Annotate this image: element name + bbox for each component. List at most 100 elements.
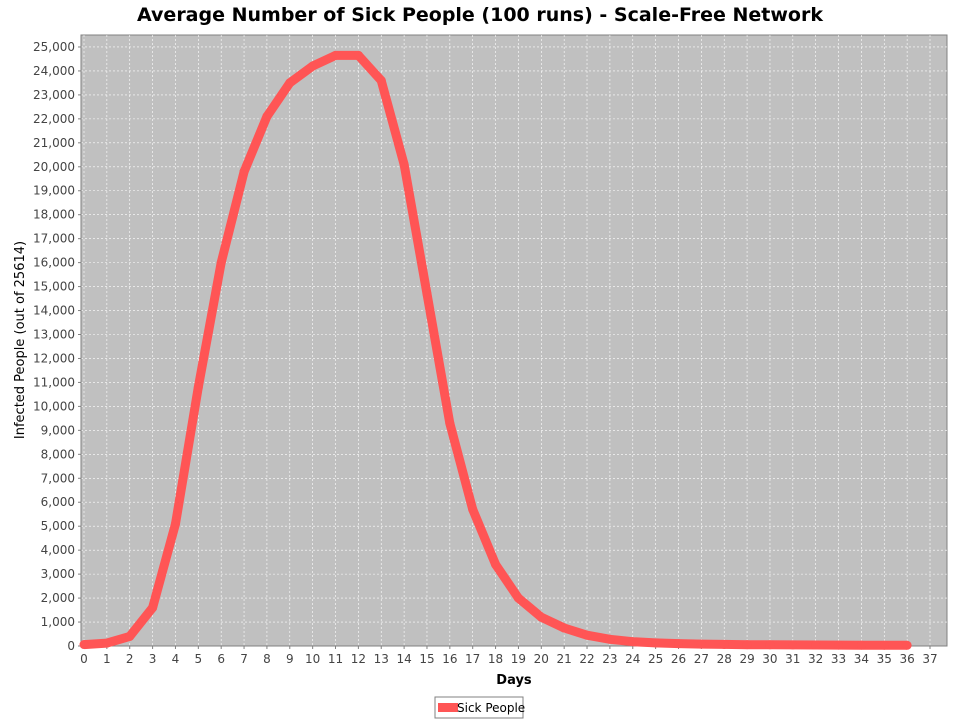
x-tick-label: 7 — [240, 652, 248, 666]
y-tick-label: 18,000 — [33, 208, 75, 222]
x-tick-label: 22 — [579, 652, 594, 666]
y-tick-label: 24,000 — [33, 64, 75, 78]
y-tick-label: 3,000 — [41, 567, 75, 581]
data-point — [856, 640, 866, 650]
y-tick-label: 10,000 — [33, 399, 75, 413]
y-tick-label: 14,000 — [33, 304, 75, 318]
data-point — [216, 258, 226, 268]
y-tick-label: 0 — [67, 639, 75, 653]
y-tick-label: 20,000 — [33, 160, 75, 174]
y-tick-label: 7,000 — [41, 471, 75, 485]
data-point — [491, 560, 501, 570]
x-tick-label: 25 — [648, 652, 663, 666]
data-point — [651, 638, 661, 648]
x-tick-label: 16 — [442, 652, 457, 666]
data-point — [239, 167, 249, 177]
x-tick-label: 9 — [286, 652, 294, 666]
data-point — [902, 640, 912, 650]
x-tick-label: 30 — [762, 652, 777, 666]
data-points — [79, 50, 912, 650]
data-point — [148, 603, 158, 613]
x-tick-label: 33 — [831, 652, 846, 666]
y-tick-label: 2,000 — [41, 591, 75, 605]
data-point — [285, 78, 295, 88]
x-tick-label: 11 — [328, 652, 343, 666]
y-tick-label: 4,000 — [41, 543, 75, 557]
data-point — [193, 382, 203, 392]
x-tick-label: 27 — [694, 652, 709, 666]
y-tick-label: 25,000 — [33, 40, 75, 54]
data-point — [262, 111, 272, 121]
y-tick-label: 17,000 — [33, 232, 75, 246]
y-tick-label: 12,000 — [33, 351, 75, 365]
data-point — [79, 640, 89, 650]
plot-area — [80, 34, 948, 647]
x-tick-label: 23 — [602, 652, 617, 666]
x-tick-label: 12 — [351, 652, 366, 666]
y-tick-label: 6,000 — [41, 495, 75, 509]
data-point — [468, 504, 478, 514]
data-point — [742, 640, 752, 650]
x-tick-label: 1 — [103, 652, 111, 666]
legend-label: Sick People — [457, 701, 525, 715]
data-point — [125, 631, 135, 641]
x-tick-label: 26 — [671, 652, 686, 666]
y-tick-label: 13,000 — [33, 328, 75, 342]
data-point — [102, 638, 112, 648]
y-tick-label: 16,000 — [33, 256, 75, 270]
x-tick-label: 34 — [854, 652, 869, 666]
grid — [81, 35, 947, 646]
y-tick-label: 22,000 — [33, 112, 75, 126]
data-point — [559, 623, 569, 633]
x-tick-label: 5 — [195, 652, 203, 666]
x-tick-label: 20 — [534, 652, 549, 666]
x-tick-label: 19 — [511, 652, 526, 666]
y-axis-ticks: 0 1,000 2,000 3,000 4,000 5,000 6,000 7,000 8,00… — [33, 40, 81, 653]
x-tick-label: 3 — [149, 652, 157, 666]
x-tick-label: 29 — [739, 652, 754, 666]
legend-box — [434, 696, 524, 719]
y-tick-label: 15,000 — [33, 280, 75, 294]
data-point — [308, 61, 318, 71]
legend: Sick People — [434, 696, 525, 719]
x-tick-label: 28 — [717, 652, 732, 666]
x-tick-label: 13 — [374, 652, 389, 666]
y-axis-label: Infected People (out of 25614) — [13, 241, 28, 439]
x-tick-label: 35 — [877, 652, 892, 666]
x-tick-label: 15 — [419, 652, 434, 666]
data-point — [834, 640, 844, 650]
x-tick-label: 0 — [80, 652, 88, 666]
data-point — [765, 640, 775, 650]
data-point — [445, 418, 455, 428]
x-tick-label: 10 — [305, 652, 320, 666]
x-tick-label: 2 — [126, 652, 134, 666]
x-tick-label: 21 — [557, 652, 572, 666]
x-tick-label: 37 — [922, 652, 937, 666]
y-tick-label: 1,000 — [41, 615, 75, 629]
data-point — [879, 640, 889, 650]
data-point — [513, 593, 523, 603]
data-point — [696, 639, 706, 649]
x-tick-label: 36 — [899, 652, 914, 666]
data-point — [605, 634, 615, 644]
x-axis-ticks: 0 1 2 3 4 5 6 7 8 9 10 11 12 13 14 15 16 17 18 19 20 21 22 23 24… — [80, 646, 938, 666]
x-tick-label: 4 — [172, 652, 180, 666]
data-point — [719, 639, 729, 649]
x-axis-label: Days — [496, 673, 532, 688]
x-tick-label: 24 — [625, 652, 640, 666]
data-point — [399, 159, 409, 169]
y-tick-label: 21,000 — [33, 136, 75, 150]
data-point — [811, 640, 821, 650]
y-tick-label: 23,000 — [33, 88, 75, 102]
data-point — [170, 519, 180, 529]
y-tick-label: 19,000 — [33, 184, 75, 198]
x-tick-label: 6 — [217, 652, 225, 666]
legend-swatch — [438, 703, 458, 712]
y-tick-label: 9,000 — [41, 423, 75, 437]
x-tick-label: 32 — [808, 652, 823, 666]
y-tick-label: 8,000 — [41, 447, 75, 461]
x-tick-label: 17 — [465, 652, 480, 666]
data-point — [376, 76, 386, 86]
data-point — [536, 612, 546, 622]
